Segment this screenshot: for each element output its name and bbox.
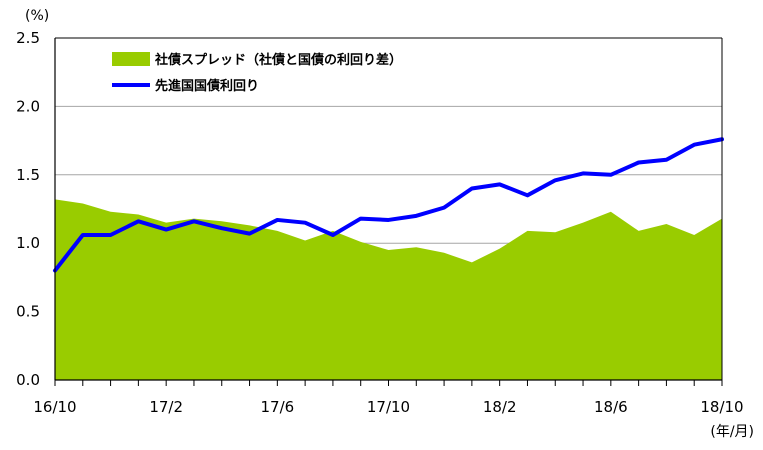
- y-tick-label: 0.0: [16, 371, 40, 389]
- x-tick-label: 18/10: [700, 398, 743, 416]
- x-tick-label: 16/10: [33, 398, 76, 416]
- x-tick-label: 17/2: [149, 398, 183, 416]
- y-tick-label: 2.5: [16, 29, 40, 47]
- legend: 社債スプレッド（社債と国債の利回り差） 先進国国債利回り: [112, 52, 402, 94]
- y-tick-label: 1.5: [16, 166, 40, 184]
- y-axis-unit-label: (%): [25, 8, 49, 24]
- x-tick-label: 17/6: [260, 398, 294, 416]
- y-tick-label: 2.0: [16, 97, 40, 115]
- y-tick-labels: 0.0 0.5 1.0 1.5 2.0 2.5: [16, 29, 40, 389]
- legend-label-spread: 社債スプレッド（社債と国債の利回り差）: [154, 52, 402, 68]
- area-series-layer: [55, 199, 722, 380]
- axes: [54, 37, 723, 386]
- x-tick-label: 18/6: [594, 398, 628, 416]
- legend-label-yield: 先進国国債利回り: [155, 78, 259, 94]
- x-axis-unit-label: (年/月): [710, 424, 754, 440]
- area-series-spread: [55, 199, 722, 380]
- legend-swatch-spread: [112, 52, 150, 66]
- x-tick-label: 17/10: [367, 398, 410, 416]
- x-tick-labels: 16/10 17/2 17/6 17/10 18/2 18/6 18/10: [33, 398, 743, 416]
- line-series-yield: [53, 137, 724, 273]
- line-series-layer: [53, 137, 724, 273]
- x-tick-label: 18/2: [483, 398, 517, 416]
- y-tick-label: 0.5: [16, 303, 40, 321]
- y-tick-label: 1.0: [16, 234, 40, 252]
